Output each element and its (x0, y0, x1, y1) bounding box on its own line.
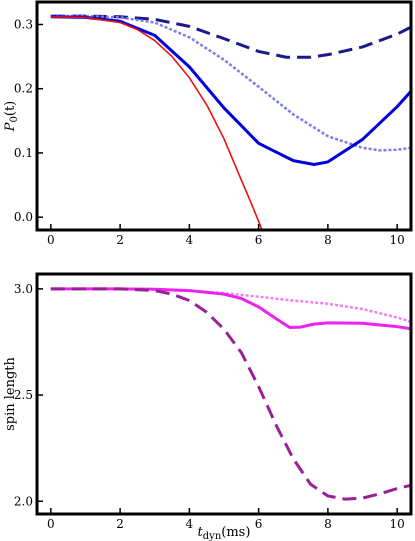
top-ytick-label-3: 0.3 (14, 17, 33, 31)
top-xtick-label-0: 0 (47, 233, 55, 247)
top-series-line-0 (50, 14, 411, 59)
bottom-xtick-label-4: 8 (324, 517, 332, 531)
top-chart-ticks: 0 2 4 6 8 10 0.0 0.1 0.2 0.3 (14, 17, 405, 247)
bottom-chart-ylabel: spin length (3, 356, 18, 430)
bottom-chart-spin-length: 0 2 4 6 8 10 2.0 2.5 3.0 spin length tdyn(ms) (3, 272, 413, 541)
bottom-chart-ticks: 0 2 4 6 8 10 2.0 2.5 3.0 (14, 282, 405, 531)
bottom-xtick-label-5: 10 (390, 517, 405, 531)
bottom-ytick-label-0: 2.0 (14, 494, 33, 508)
top-xtick-label-5: 10 (390, 233, 405, 247)
bottom-series-line-1 (50, 287, 411, 331)
bottom-chart-frame (35, 272, 413, 516)
top-xtick-label-1: 2 (116, 233, 124, 247)
top-ytick-label-2: 0.2 (14, 82, 33, 96)
bottom-chart-xlabel: tdyn(ms) (198, 525, 251, 541)
bottom-ytick-label-2: 3.0 (14, 282, 33, 296)
bottom-series-line-0 (50, 287, 411, 323)
top-xtick-label-3: 6 (255, 233, 263, 247)
top-series-line-1 (50, 14, 411, 152)
bottom-series-line-2 (50, 287, 411, 501)
top-xtick-label-2: 4 (186, 233, 194, 247)
bottom-chart-series (50, 287, 411, 501)
top-chart-ylabel: P0(t) (3, 101, 20, 133)
top-chart-frame (35, 0, 413, 232)
top-chart-series (50, 14, 411, 230)
top-series-line-2 (50, 15, 411, 166)
bottom-xtick-label-2: 4 (186, 517, 194, 531)
bottom-xtick-label-0: 0 (47, 517, 55, 531)
bottom-ytick-label-1: 2.5 (14, 388, 33, 402)
top-ytick-label-1: 0.1 (14, 146, 33, 160)
top-ytick-label-0: 0.0 (14, 210, 33, 224)
top-xtick-label-4: 8 (324, 233, 332, 247)
bottom-xtick-label-3: 6 (255, 517, 263, 531)
top-chart-p0: 0 2 4 6 8 10 0.0 0.1 0.2 0.3 P0(t) (3, 0, 413, 247)
top-series-line-3 (50, 15, 263, 230)
bottom-xtick-label-1: 2 (116, 517, 124, 531)
